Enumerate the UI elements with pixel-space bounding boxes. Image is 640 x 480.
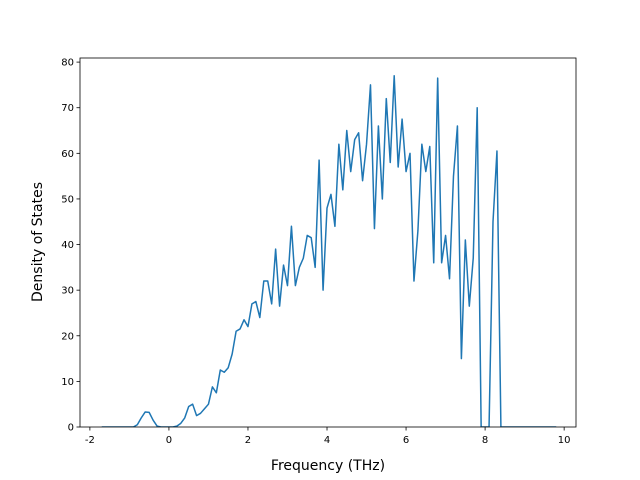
y-tick-label: 80 — [61, 58, 74, 69]
y-tick-label: 0 — [68, 423, 74, 434]
x-tick-label: 8 — [482, 435, 488, 446]
x-axis-label: Frequency (THz) — [271, 458, 385, 474]
y-tick-label: 60 — [61, 149, 74, 160]
data-line — [101, 75, 557, 427]
x-tick-label: 4 — [324, 435, 330, 446]
x-tick-label: -2 — [85, 435, 95, 446]
y-tick-label: 40 — [61, 240, 74, 251]
x-tick-label: 6 — [403, 435, 409, 446]
y-tick-label: 20 — [61, 331, 74, 342]
plot-frame — [79, 57, 577, 428]
x-tick-label: 0 — [166, 435, 172, 446]
x-tick-label: 2 — [245, 435, 251, 446]
y-axis-label: Density of States — [30, 182, 46, 302]
y-tick-label: 30 — [61, 286, 74, 297]
y-tick-label: 10 — [61, 377, 74, 388]
y-tick-label: 70 — [61, 103, 74, 114]
y-tick-label: 50 — [61, 194, 74, 205]
x-tick-label: 10 — [558, 435, 571, 446]
